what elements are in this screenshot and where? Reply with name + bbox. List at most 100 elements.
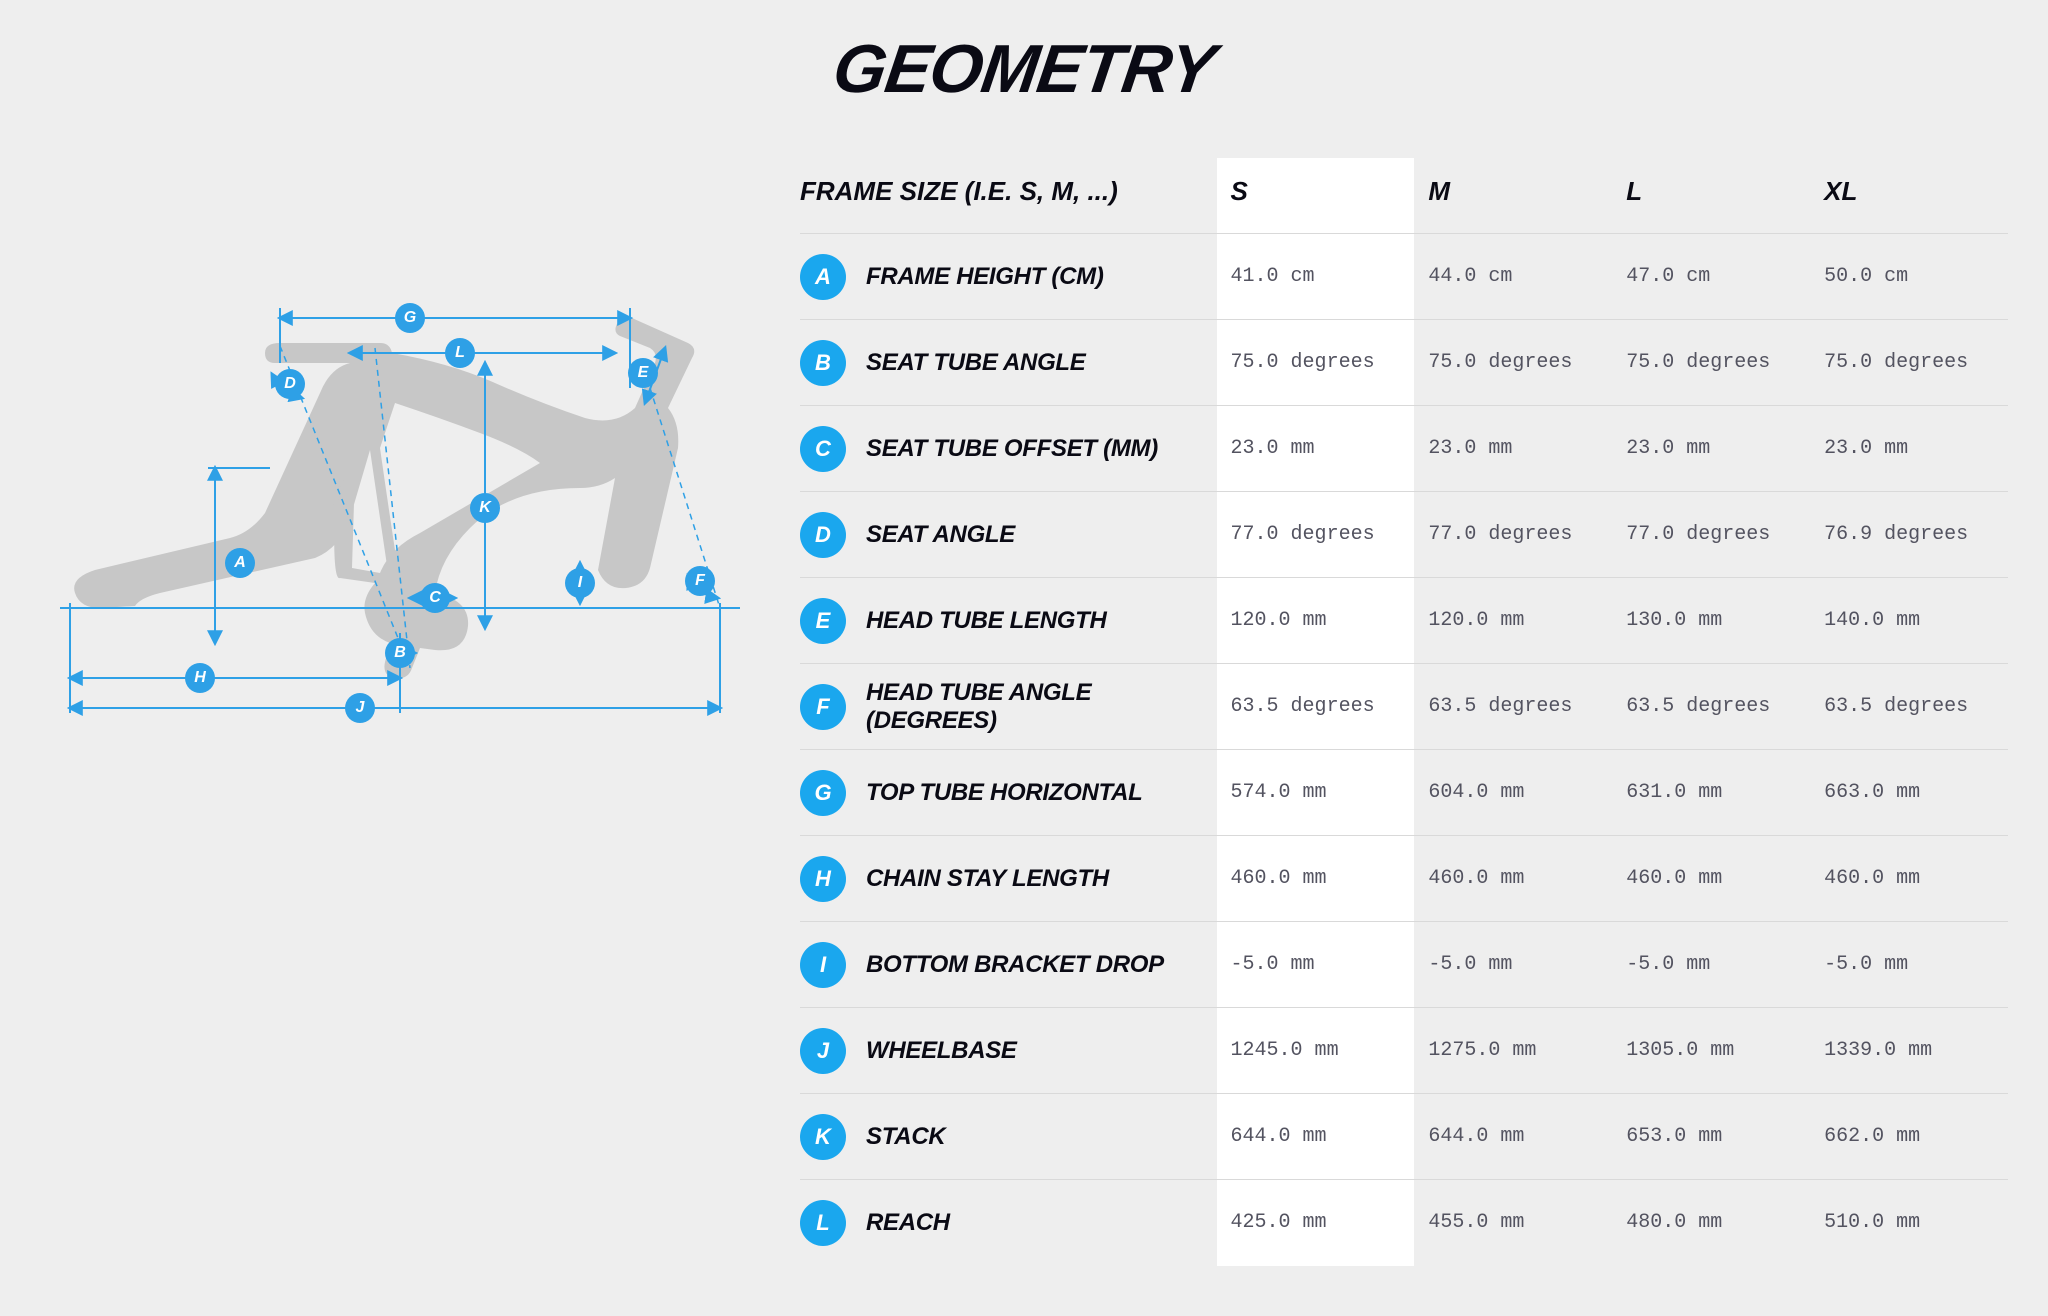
row-label: Bottom Bracket Drop	[866, 951, 1164, 979]
geometry-value: 120.0 mm	[1414, 578, 1612, 664]
table-row: G Top Tube Horizontal 574.0 mm604.0 mm631.…	[800, 750, 2008, 836]
geometry-value: 75.0 degrees	[1612, 320, 1810, 406]
geometry-value: 75.0 degrees	[1217, 320, 1415, 406]
row-label: Seat Tube Angle	[866, 349, 1086, 377]
geometry-value: 460.0 mm	[1810, 836, 2008, 922]
geometry-value: 1275.0 mm	[1414, 1008, 1612, 1094]
row-badge: F	[800, 684, 846, 730]
row-label: Stack	[866, 1123, 945, 1151]
geometry-value: 63.5 degrees	[1612, 664, 1810, 750]
size-header: M	[1414, 158, 1612, 234]
row-label: Wheelbase	[866, 1037, 1017, 1065]
row-label: Head Tube Angle (degrees)	[866, 679, 1203, 735]
geometry-value: 23.0 mm	[1810, 406, 2008, 492]
geometry-value: 120.0 mm	[1217, 578, 1415, 664]
row-badge: L	[800, 1200, 846, 1246]
table-row: J Wheelbase 1245.0 mm1275.0 mm1305.0 mm133…	[800, 1008, 2008, 1094]
size-header: L	[1612, 158, 1810, 234]
geometry-value: 510.0 mm	[1810, 1180, 2008, 1266]
table-row: KStack644.0 mm644.0 mm653.0 mm662.0 mm	[800, 1094, 2008, 1180]
geometry-value: 63.5 degrees	[1414, 664, 1612, 750]
geometry-value: 130.0 mm	[1612, 578, 1810, 664]
size-header: XL	[1810, 158, 2008, 234]
row-badge: D	[800, 512, 846, 558]
table-row: L Reach 425.0 mm455.0 mm480.0 mm510.0 mm	[800, 1180, 2008, 1266]
diagram-badge-k: K	[470, 493, 500, 523]
geometry-value: 23.0 mm	[1414, 406, 1612, 492]
size-header: S	[1217, 158, 1415, 234]
geometry-value: 140.0 mm	[1810, 578, 2008, 664]
row-label: Chain Stay Length	[866, 865, 1109, 893]
diagram-badge-b: B	[385, 638, 415, 668]
table-row: FHead Tube Angle (degrees)63.5 degrees63…	[800, 664, 2008, 750]
geometry-value: 574.0 mm	[1217, 750, 1415, 836]
geometry-value: 77.0 degrees	[1612, 492, 1810, 578]
table-row: A Frame Height (cm) 41.0 cm44.0 cm47.0 cm5…	[800, 234, 2008, 320]
row-badge: K	[800, 1114, 846, 1160]
geometry-value: 77.0 degrees	[1217, 492, 1415, 578]
geometry-value: 1339.0 mm	[1810, 1008, 2008, 1094]
geometry-value: 480.0 mm	[1612, 1180, 1810, 1266]
geometry-value: 604.0 mm	[1414, 750, 1612, 836]
geometry-value: 460.0 mm	[1612, 836, 1810, 922]
geometry-value: 460.0 mm	[1217, 836, 1415, 922]
geometry-diagram: ABCDEFGHIJKL	[40, 158, 760, 1266]
table-row: DSeat Angle77.0 degrees77.0 degrees77.0 …	[800, 492, 2008, 578]
geometry-value: -5.0 mm	[1217, 922, 1415, 1008]
diagram-badge-g: G	[395, 303, 425, 333]
geometry-value: 50.0 cm	[1810, 234, 2008, 320]
geometry-value: 77.0 degrees	[1414, 492, 1612, 578]
diagram-badge-l: L	[445, 338, 475, 368]
geometry-value: 1305.0 mm	[1612, 1008, 1810, 1094]
geometry-value: 1245.0 mm	[1217, 1008, 1415, 1094]
table-header-label: Frame Size (i.e. S, M, ...)	[800, 158, 1217, 234]
row-badge: A	[800, 254, 846, 300]
geometry-value: 63.5 degrees	[1217, 664, 1415, 750]
diagram-badge-a: A	[225, 548, 255, 578]
geometry-value: 23.0 mm	[1612, 406, 1810, 492]
row-badge: I	[800, 942, 846, 988]
geometry-value: 76.9 degrees	[1810, 492, 2008, 578]
row-badge: H	[800, 856, 846, 902]
row-badge: G	[800, 770, 846, 816]
diagram-badge-i: I	[565, 568, 595, 598]
row-badge: C	[800, 426, 846, 472]
geometry-value: 75.0 degrees	[1414, 320, 1612, 406]
row-label: Seat Tube Offset (mm)	[866, 435, 1158, 463]
geometry-value: 47.0 cm	[1612, 234, 1810, 320]
geometry-table: Frame Size (i.e. S, M, ...) S M L XL A Fr…	[800, 158, 2008, 1266]
row-badge: J	[800, 1028, 846, 1074]
geometry-value: 631.0 mm	[1612, 750, 1810, 836]
table-row: BSeat Tube Angle75.0 degrees75.0 degrees…	[800, 320, 2008, 406]
geometry-value: 644.0 mm	[1414, 1094, 1612, 1180]
table-row: HChain Stay Length460.0 mm460.0 mm460.0 …	[800, 836, 2008, 922]
geometry-value: 460.0 mm	[1414, 836, 1612, 922]
diagram-badge-d: D	[275, 369, 305, 399]
geometry-value: 455.0 mm	[1414, 1180, 1612, 1266]
geometry-value: 662.0 mm	[1810, 1094, 2008, 1180]
table-row: CSeat Tube Offset (mm)23.0 mm23.0 mm23.0…	[800, 406, 2008, 492]
row-label: Head Tube Length	[866, 607, 1107, 635]
geometry-value: -5.0 mm	[1414, 922, 1612, 1008]
diagram-badge-j: J	[345, 693, 375, 723]
row-label: Top Tube Horizontal	[866, 779, 1143, 807]
geometry-value: 425.0 mm	[1217, 1180, 1415, 1266]
geometry-value: -5.0 mm	[1612, 922, 1810, 1008]
geometry-value: 63.5 degrees	[1810, 664, 2008, 750]
geometry-value: 44.0 cm	[1414, 234, 1612, 320]
diagram-badge-c: C	[420, 583, 450, 613]
row-badge: B	[800, 340, 846, 386]
geometry-value: 75.0 degrees	[1810, 320, 2008, 406]
diagram-badge-e: E	[628, 358, 658, 388]
row-label: Frame Height (cm)	[866, 263, 1104, 291]
geometry-value: 653.0 mm	[1612, 1094, 1810, 1180]
diagram-badge-f: F	[685, 566, 715, 596]
geometry-value: -5.0 mm	[1810, 922, 2008, 1008]
geometry-value: 644.0 mm	[1217, 1094, 1415, 1180]
row-label: Reach	[866, 1209, 950, 1237]
geometry-value: 663.0 mm	[1810, 750, 2008, 836]
row-label: Seat Angle	[866, 521, 1015, 549]
geometry-value: 41.0 cm	[1217, 234, 1415, 320]
table-row: IBottom Bracket Drop-5.0 mm-5.0 mm-5.0 m…	[800, 922, 2008, 1008]
row-badge: E	[800, 598, 846, 644]
